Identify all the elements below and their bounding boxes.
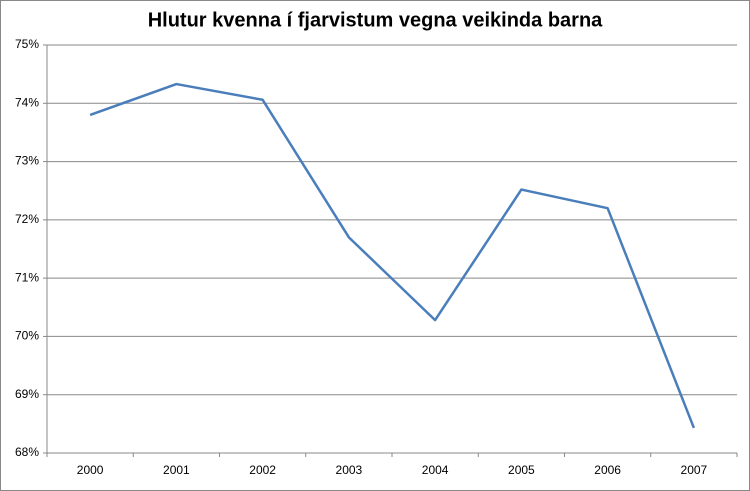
y-tick-label: 69% bbox=[15, 387, 39, 401]
data-line bbox=[89, 82, 696, 429]
y-tick-label: 71% bbox=[15, 270, 39, 284]
y-tick-label: 68% bbox=[15, 445, 39, 459]
y-tick-label: 75% bbox=[15, 37, 39, 51]
x-tick-label: 2001 bbox=[163, 463, 190, 477]
y-tick-label: 74% bbox=[15, 95, 39, 109]
x-tick-label: 2006 bbox=[594, 463, 621, 477]
y-tick-label: 73% bbox=[15, 154, 39, 168]
x-tick-label: 2007 bbox=[681, 463, 708, 477]
x-tick-label: 2004 bbox=[422, 463, 449, 477]
x-tick-label: 2003 bbox=[336, 463, 363, 477]
chart-title: Hlutur kvenna í fjarvistum vegna veikind… bbox=[148, 9, 603, 31]
y-tick-label: 70% bbox=[15, 329, 39, 343]
x-tick-label: 2005 bbox=[508, 463, 535, 477]
y-tick-label: 72% bbox=[15, 212, 39, 226]
x-tick-label: 2002 bbox=[249, 463, 276, 477]
x-tick-label: 2000 bbox=[77, 463, 104, 477]
